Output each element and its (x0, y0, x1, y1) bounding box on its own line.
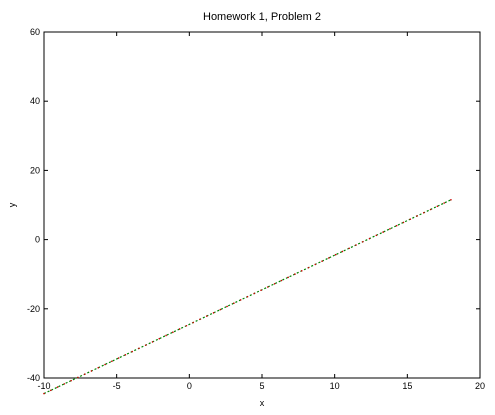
series-point (185, 324, 188, 327)
series-point (239, 299, 242, 301)
series-point (90, 370, 93, 372)
y-tick-label: 20 (30, 165, 40, 175)
y-tick-label: -20 (27, 304, 40, 314)
series-point (83, 373, 86, 375)
x-axis-label: x (260, 398, 265, 408)
series-point (287, 276, 289, 279)
series-point (355, 244, 357, 246)
series-point (172, 331, 174, 334)
series-point (402, 221, 405, 224)
series-point (138, 347, 140, 350)
series-point (199, 318, 201, 321)
x-tick-label: 20 (475, 381, 485, 391)
series-point (253, 292, 256, 295)
series-point (328, 257, 330, 259)
series-point (260, 289, 262, 292)
series-point (117, 357, 120, 359)
series-point (158, 337, 161, 340)
series-point (273, 282, 276, 285)
series-point (300, 270, 303, 272)
series-point (192, 321, 195, 324)
chart-title: Homework 1, Problem 2 (203, 11, 321, 23)
series-point (395, 224, 398, 227)
series-point (389, 228, 391, 230)
x-tick-label: -10 (37, 381, 50, 391)
series-point (382, 231, 384, 233)
series-point (368, 237, 371, 240)
series-point (267, 286, 269, 288)
series-point (409, 218, 412, 220)
series-point (294, 273, 296, 275)
series-point (205, 315, 208, 317)
series-point (246, 295, 249, 298)
y-axis: -40 -20 0 20 40 60 (27, 27, 480, 383)
y-tick-label: 40 (30, 96, 40, 106)
series-point (124, 354, 127, 356)
series-point (70, 379, 72, 382)
series-point (361, 240, 364, 243)
series-point (151, 341, 154, 343)
series-point (49, 389, 52, 392)
series-point (375, 234, 378, 237)
series-point (63, 383, 66, 385)
series-point (348, 247, 351, 250)
series-point (43, 392, 45, 395)
series-point (423, 211, 425, 214)
x-tick-label: 0 (187, 381, 192, 391)
series-point (280, 279, 283, 282)
series-point (341, 250, 344, 253)
series-point (219, 308, 222, 311)
series-point (131, 350, 133, 353)
series-point (56, 386, 59, 388)
x-tick-label: 15 (402, 381, 412, 391)
series-point (111, 360, 113, 363)
series-point (233, 302, 235, 304)
series-point (226, 305, 228, 308)
x-axis: -10 -5 0 5 10 15 20 (37, 32, 485, 391)
series-point (165, 334, 167, 337)
series-point (178, 328, 181, 330)
series-point (443, 202, 445, 204)
y-axis-label: y (7, 202, 17, 207)
series-point (77, 376, 79, 379)
series-point (416, 215, 418, 217)
series-layer (43, 199, 452, 395)
plot-area (43, 31, 481, 379)
x-tick-label: 5 (259, 381, 264, 391)
x-tick-label: 10 (330, 381, 340, 391)
series-point (307, 266, 310, 269)
series-point (314, 263, 317, 266)
series-point (104, 363, 106, 366)
series-point (212, 312, 215, 314)
x-tick-label: -5 (113, 381, 121, 391)
series-point (97, 366, 100, 369)
y-tick-label: -40 (27, 373, 40, 383)
y-tick-label: 60 (30, 27, 40, 37)
series-point (436, 205, 439, 208)
series-point (450, 199, 452, 201)
series-point (429, 208, 432, 211)
series-point (144, 344, 147, 346)
series-point (334, 253, 337, 256)
y-tick-label: 0 (35, 235, 40, 245)
series-point (321, 260, 323, 262)
